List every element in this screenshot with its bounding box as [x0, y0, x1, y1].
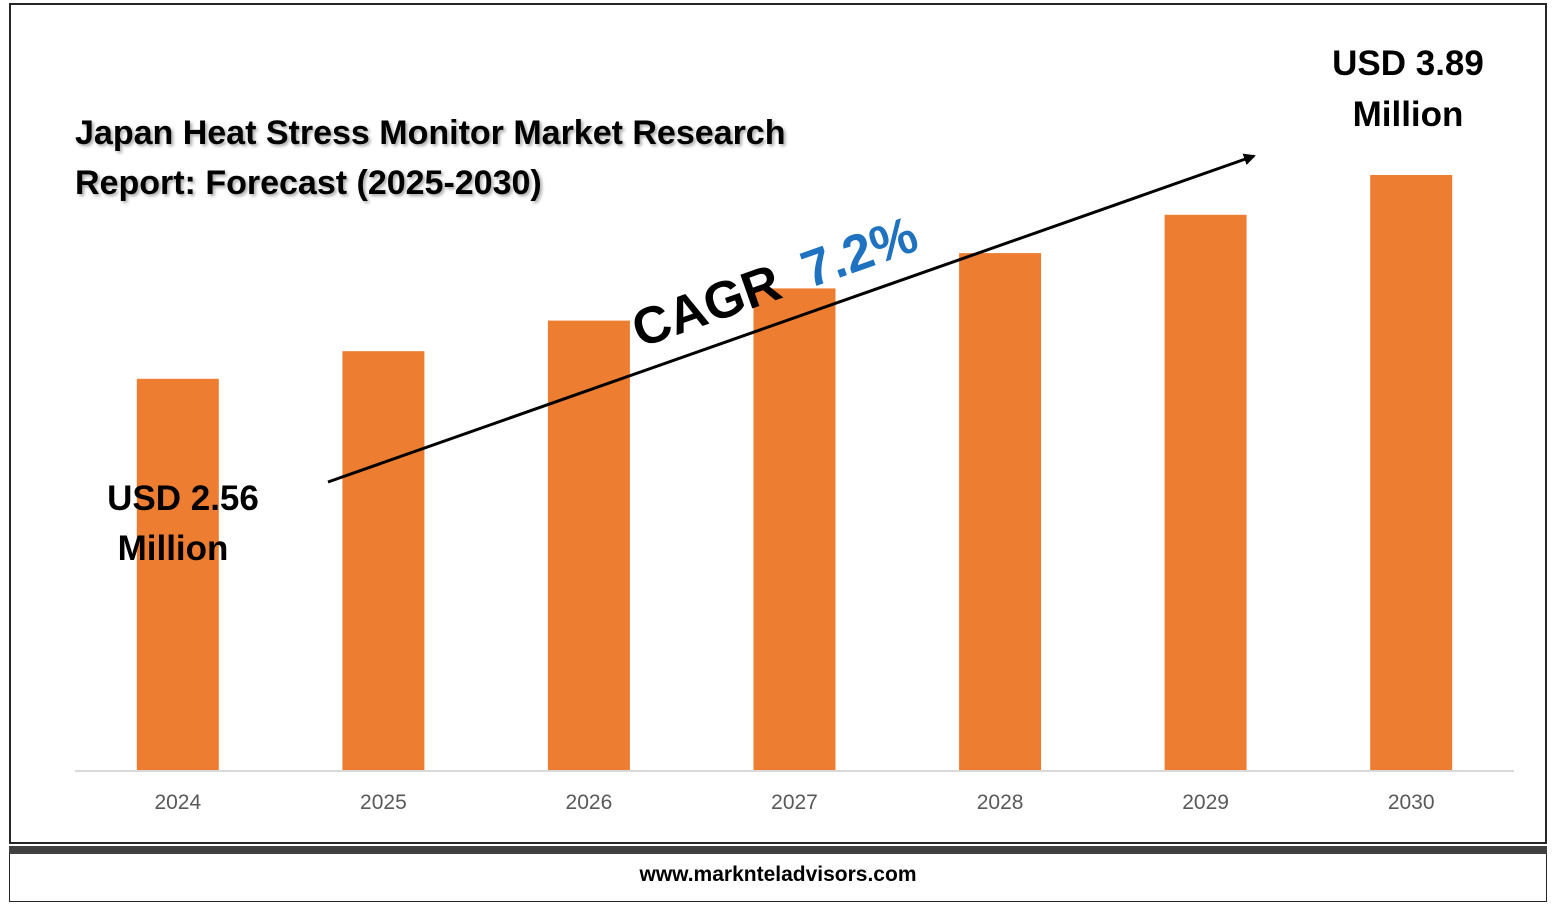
end-value-line2: Million	[1353, 95, 1464, 134]
bar-2024	[136, 378, 219, 771]
x-tick-label-2026: 2026	[566, 791, 613, 814]
bar-group	[136, 175, 1453, 772]
x-tick-label-2030: 2030	[1388, 791, 1435, 814]
bar-2029	[1164, 214, 1247, 772]
bar-2025	[342, 351, 425, 771]
chart-title: Japan Heat Stress Monitor Market Researc…	[75, 114, 786, 202]
x-tick-label-2025: 2025	[360, 791, 407, 814]
end-value-line1: USD 3.89	[1332, 44, 1484, 83]
growth-arrow	[327, 153, 1256, 484]
footer-divider	[9, 846, 1547, 854]
x-tick-label-2027: 2027	[771, 791, 818, 814]
bar-2030	[1370, 175, 1453, 771]
x-tick-label-2029: 2029	[1182, 791, 1229, 814]
start-value-line2: Million	[118, 529, 229, 568]
x-axis-ticks: 2024 2025 2026 2027 2028 2029 2030	[154, 791, 1434, 814]
start-value-line1: USD 2.56	[107, 479, 259, 518]
footer-website[interactable]: www.marknteladvisors.com	[9, 854, 1547, 902]
x-tick-label-2024: 2024	[154, 791, 201, 814]
bar-2028	[959, 253, 1042, 772]
bar-2027	[753, 288, 836, 771]
bar-2026	[547, 320, 630, 771]
x-tick-label-2028: 2028	[977, 791, 1024, 814]
cagr-value: 7.2%	[794, 206, 925, 300]
